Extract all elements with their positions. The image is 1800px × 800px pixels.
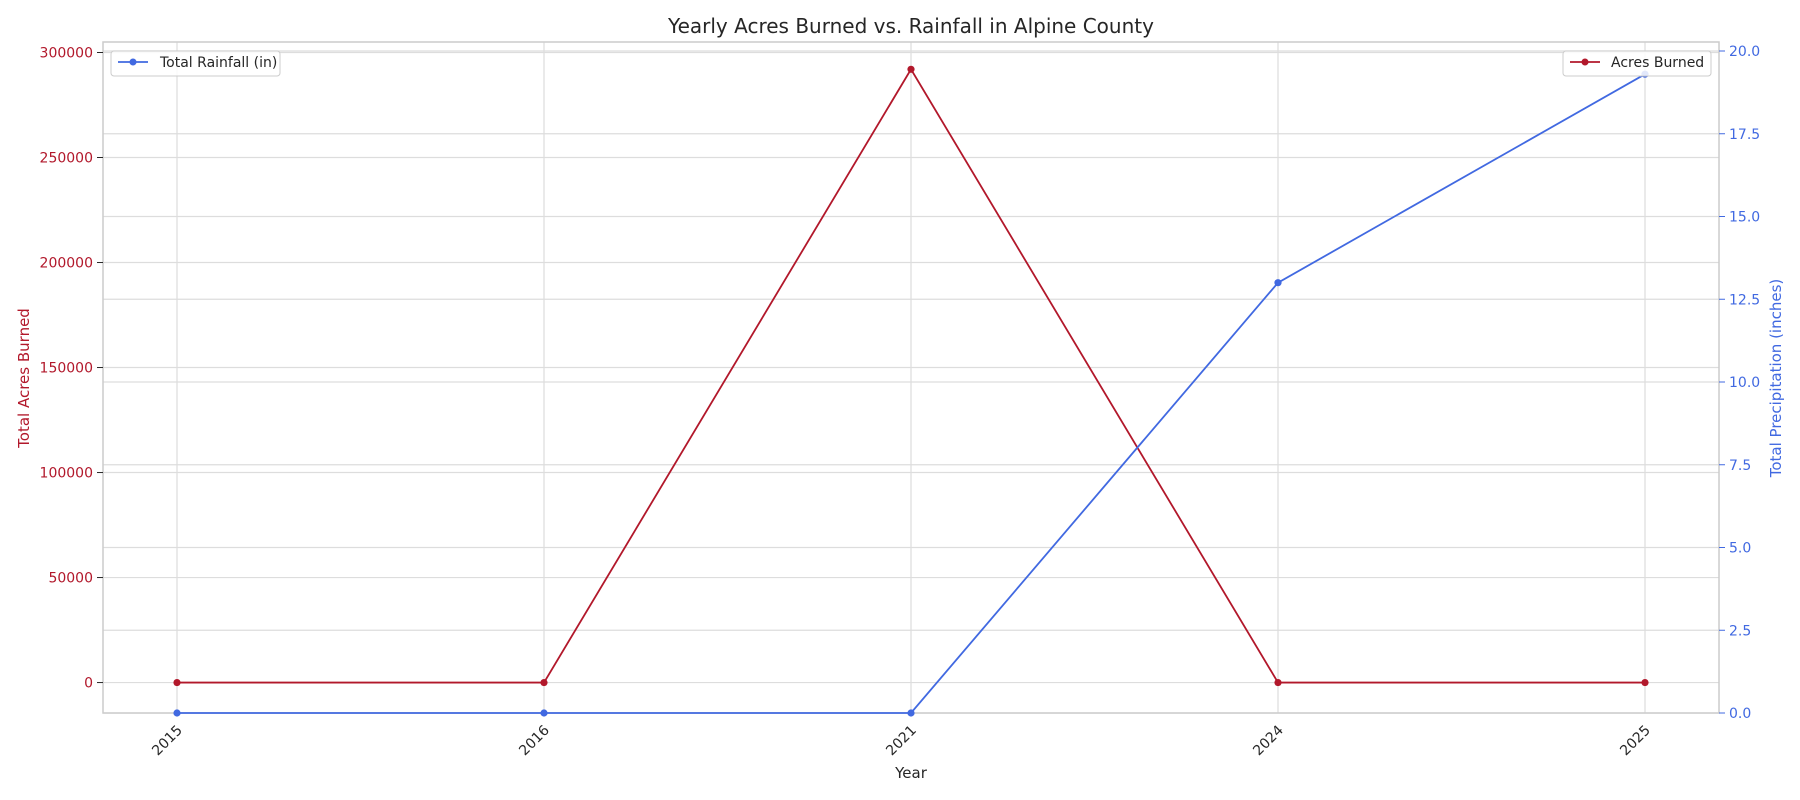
left-y-axis-label: Total Acres Burned bbox=[15, 308, 33, 449]
data-point-rainfall bbox=[540, 709, 548, 717]
data-point-rainfall bbox=[173, 709, 181, 717]
left-y-tick-label: 200000 bbox=[40, 256, 93, 272]
legend-acres-marker bbox=[1581, 58, 1589, 66]
right-y-tick-label: 17.5 bbox=[1729, 127, 1760, 143]
left-y-tick-label: 300000 bbox=[40, 46, 93, 62]
x-axis-label: Year bbox=[894, 764, 928, 782]
data-point-acres-burned bbox=[540, 678, 548, 687]
legend-rainfall-box bbox=[110, 50, 281, 77]
right-y-axis-label: Total Precipitation (inches) bbox=[1767, 279, 1785, 479]
right-y-tick-label: 5.0 bbox=[1729, 541, 1751, 557]
left-y-tick-label: 50000 bbox=[48, 571, 93, 587]
left-y-tick-label: 250000 bbox=[40, 151, 93, 167]
data-point-acres-burned bbox=[173, 678, 181, 687]
right-y-tick-label: 20.0 bbox=[1729, 44, 1760, 60]
legend-acres: Acres Burned bbox=[1562, 50, 1712, 77]
series-layer bbox=[173, 65, 1649, 717]
legend-rainfall-marker bbox=[129, 58, 137, 66]
right-y-tick-label: 12.5 bbox=[1729, 292, 1760, 308]
right-y-tick-label: 15.0 bbox=[1729, 210, 1760, 226]
left-y-tick-label: 150000 bbox=[40, 361, 93, 377]
left-y-tick-label: 100000 bbox=[40, 466, 93, 482]
legend-rainfall: Total Rainfall (in) bbox=[110, 50, 281, 77]
data-point-rainfall bbox=[1274, 279, 1282, 287]
legend-acres-label: Acres Burned bbox=[1611, 55, 1704, 71]
data-point-acres-burned bbox=[1641, 678, 1649, 687]
data-point-rainfall bbox=[907, 709, 915, 717]
legend-acres-box bbox=[1562, 50, 1712, 77]
left-y-tick-label: 0 bbox=[84, 676, 93, 692]
data-point-acres-burned bbox=[1274, 678, 1282, 687]
right-y-tick-label: 7.5 bbox=[1729, 458, 1751, 474]
right-y-tick-label: 10.0 bbox=[1729, 375, 1760, 391]
chart-title: Yearly Acres Burned vs. Rainfall in Alpi… bbox=[667, 14, 1154, 38]
legend-rainfall-label: Total Rainfall (in) bbox=[159, 55, 277, 71]
data-point-acres-burned bbox=[907, 65, 915, 73]
right-y-tick-label: 2.5 bbox=[1729, 623, 1751, 639]
right-y-tick-label: 0.0 bbox=[1729, 706, 1751, 722]
